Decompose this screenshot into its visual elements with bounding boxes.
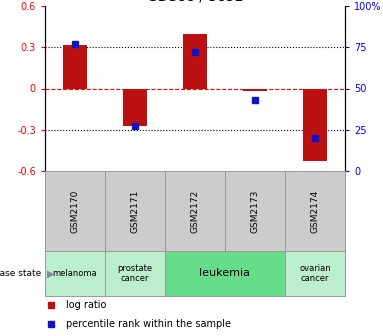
Bar <box>165 171 225 251</box>
Text: GSM2172: GSM2172 <box>190 190 200 233</box>
Bar <box>285 251 345 296</box>
Bar <box>243 88 267 91</box>
Text: prostate
cancer: prostate cancer <box>118 264 152 283</box>
Text: percentile rank within the sample: percentile rank within the sample <box>66 319 231 329</box>
Bar <box>303 88 327 161</box>
Text: GSM2173: GSM2173 <box>250 189 260 233</box>
Text: GSM2170: GSM2170 <box>70 189 80 233</box>
Bar <box>183 34 207 88</box>
Bar <box>63 44 87 88</box>
Text: disease state: disease state <box>0 269 41 278</box>
Bar <box>105 171 165 251</box>
Bar <box>285 171 345 251</box>
Text: GSM2171: GSM2171 <box>131 189 139 233</box>
Bar <box>45 251 105 296</box>
Bar <box>225 171 285 251</box>
Text: ▶: ▶ <box>47 268 54 279</box>
Bar <box>45 171 105 251</box>
Text: GSM2174: GSM2174 <box>311 190 319 233</box>
Text: melanoma: melanoma <box>53 269 97 278</box>
Text: log ratio: log ratio <box>66 300 106 310</box>
Title: GDS88 / 3852: GDS88 / 3852 <box>147 0 243 3</box>
Text: leukemia: leukemia <box>200 268 250 279</box>
Text: ovarian
cancer: ovarian cancer <box>299 264 331 283</box>
Bar <box>165 251 285 296</box>
Bar <box>105 251 165 296</box>
Bar <box>123 88 147 126</box>
